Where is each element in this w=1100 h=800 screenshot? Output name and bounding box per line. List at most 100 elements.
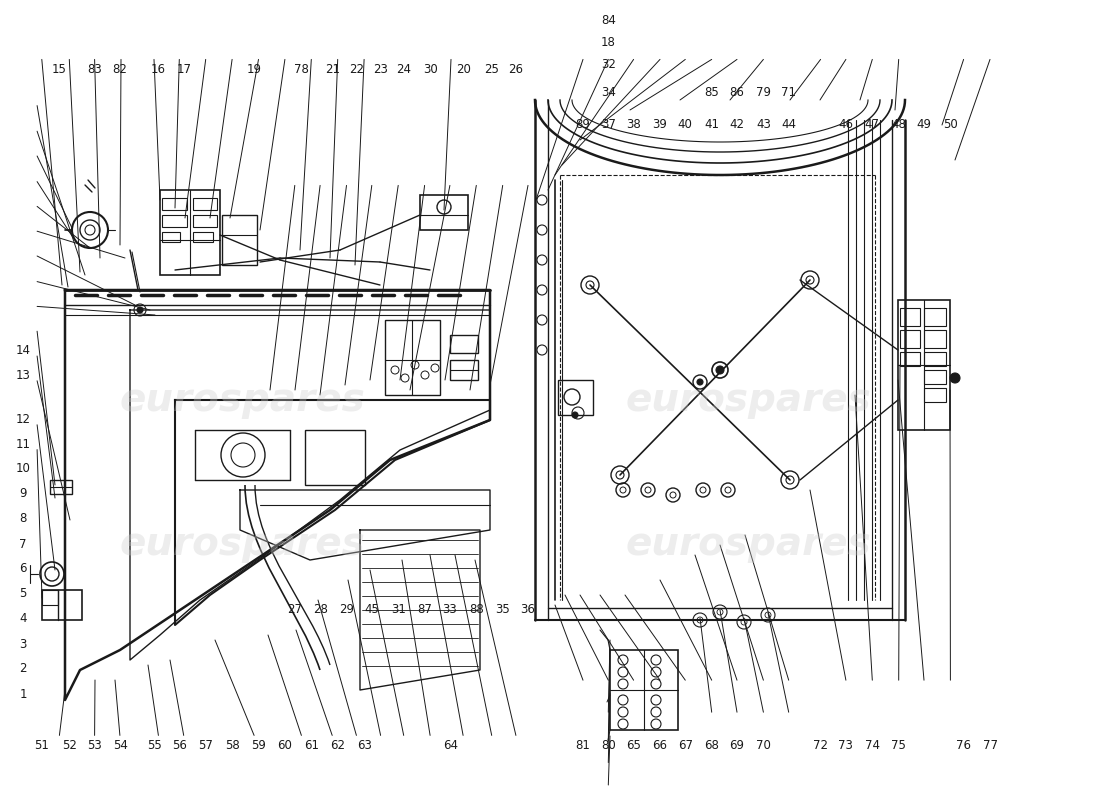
- Text: 81: 81: [575, 739, 591, 752]
- Text: 55: 55: [146, 739, 162, 752]
- Circle shape: [716, 366, 724, 374]
- Text: 76: 76: [956, 739, 971, 752]
- Bar: [898, 300, 950, 430]
- Text: 33: 33: [442, 603, 458, 616]
- Text: 22: 22: [349, 63, 364, 76]
- Text: eurospares: eurospares: [119, 381, 365, 419]
- Text: 73: 73: [838, 739, 854, 752]
- Text: 66: 66: [652, 739, 668, 752]
- Text: 59: 59: [251, 739, 266, 752]
- Text: 38: 38: [626, 118, 641, 131]
- Text: 6: 6: [20, 562, 26, 575]
- Text: 10: 10: [15, 462, 31, 475]
- Circle shape: [138, 307, 143, 313]
- Text: 63: 63: [356, 739, 372, 752]
- Text: 12: 12: [15, 413, 31, 426]
- Text: 35: 35: [495, 603, 510, 616]
- Text: 86: 86: [729, 86, 745, 99]
- Text: 46: 46: [838, 118, 854, 131]
- Text: 15: 15: [52, 63, 67, 76]
- Bar: [192, 198, 217, 210]
- Text: 47: 47: [865, 118, 880, 131]
- Text: 29: 29: [339, 603, 354, 616]
- Bar: [42, 590, 58, 605]
- Text: eurospares: eurospares: [625, 525, 871, 563]
- Bar: [450, 360, 478, 380]
- Text: 52: 52: [62, 739, 77, 752]
- Text: 60: 60: [277, 739, 293, 752]
- Text: 20: 20: [455, 63, 471, 76]
- Text: 14: 14: [15, 344, 31, 357]
- Text: 69: 69: [729, 739, 745, 752]
- Text: 7: 7: [20, 538, 26, 550]
- Text: 18: 18: [601, 36, 616, 49]
- Text: 25: 25: [484, 63, 499, 76]
- Text: 74: 74: [865, 739, 880, 752]
- Text: 44: 44: [781, 118, 796, 131]
- Bar: [192, 215, 217, 227]
- Text: 61: 61: [304, 739, 319, 752]
- Bar: [42, 590, 82, 620]
- Text: 37: 37: [601, 118, 616, 131]
- Bar: [900, 330, 920, 348]
- Text: 42: 42: [729, 118, 745, 131]
- Bar: [162, 198, 187, 210]
- Text: 41: 41: [704, 118, 719, 131]
- Text: 13: 13: [15, 369, 31, 382]
- Text: 26: 26: [508, 63, 524, 76]
- Bar: [900, 308, 920, 326]
- Text: 34: 34: [601, 86, 616, 99]
- Text: 24: 24: [396, 63, 411, 76]
- Text: 2: 2: [20, 662, 26, 675]
- Text: 80: 80: [601, 739, 616, 752]
- Text: 39: 39: [652, 118, 668, 131]
- Text: 31: 31: [390, 603, 406, 616]
- Text: 8: 8: [20, 512, 26, 525]
- Bar: [162, 232, 180, 242]
- Text: 84: 84: [601, 14, 616, 26]
- Text: 75: 75: [891, 739, 906, 752]
- Text: 40: 40: [678, 118, 693, 131]
- Bar: [222, 215, 257, 265]
- Text: 21: 21: [324, 63, 340, 76]
- Bar: [924, 330, 946, 348]
- Text: 78: 78: [294, 63, 309, 76]
- Text: 51: 51: [34, 739, 50, 752]
- Text: 23: 23: [373, 63, 388, 76]
- Text: 48: 48: [891, 118, 906, 131]
- Text: 58: 58: [224, 739, 240, 752]
- Text: eurospares: eurospares: [625, 381, 871, 419]
- Text: 17: 17: [176, 63, 191, 76]
- Text: 1: 1: [20, 688, 26, 701]
- Bar: [924, 388, 946, 402]
- Text: 30: 30: [422, 63, 438, 76]
- Text: 77: 77: [982, 739, 998, 752]
- Bar: [450, 335, 478, 353]
- Text: 87: 87: [417, 603, 432, 616]
- Text: 68: 68: [704, 739, 719, 752]
- Text: 82: 82: [112, 63, 128, 76]
- Text: 16: 16: [151, 63, 166, 76]
- Text: 36: 36: [520, 603, 536, 616]
- Bar: [610, 650, 678, 730]
- Text: 72: 72: [813, 739, 828, 752]
- Bar: [192, 232, 213, 242]
- Text: 71: 71: [781, 86, 796, 99]
- Text: 83: 83: [87, 63, 102, 76]
- Text: 11: 11: [15, 438, 31, 450]
- Text: 85: 85: [704, 86, 719, 99]
- Bar: [900, 352, 920, 366]
- Text: 56: 56: [172, 739, 187, 752]
- Bar: [160, 190, 220, 275]
- Text: 49: 49: [916, 118, 932, 131]
- Bar: [50, 480, 72, 494]
- Text: 45: 45: [364, 603, 380, 616]
- Text: 43: 43: [756, 118, 771, 131]
- Text: eurospares: eurospares: [119, 525, 365, 563]
- Text: 5: 5: [20, 587, 26, 600]
- Text: 88: 88: [469, 603, 484, 616]
- Text: 4: 4: [20, 612, 26, 625]
- Bar: [924, 370, 946, 384]
- Text: 62: 62: [330, 739, 345, 752]
- Bar: [558, 380, 593, 415]
